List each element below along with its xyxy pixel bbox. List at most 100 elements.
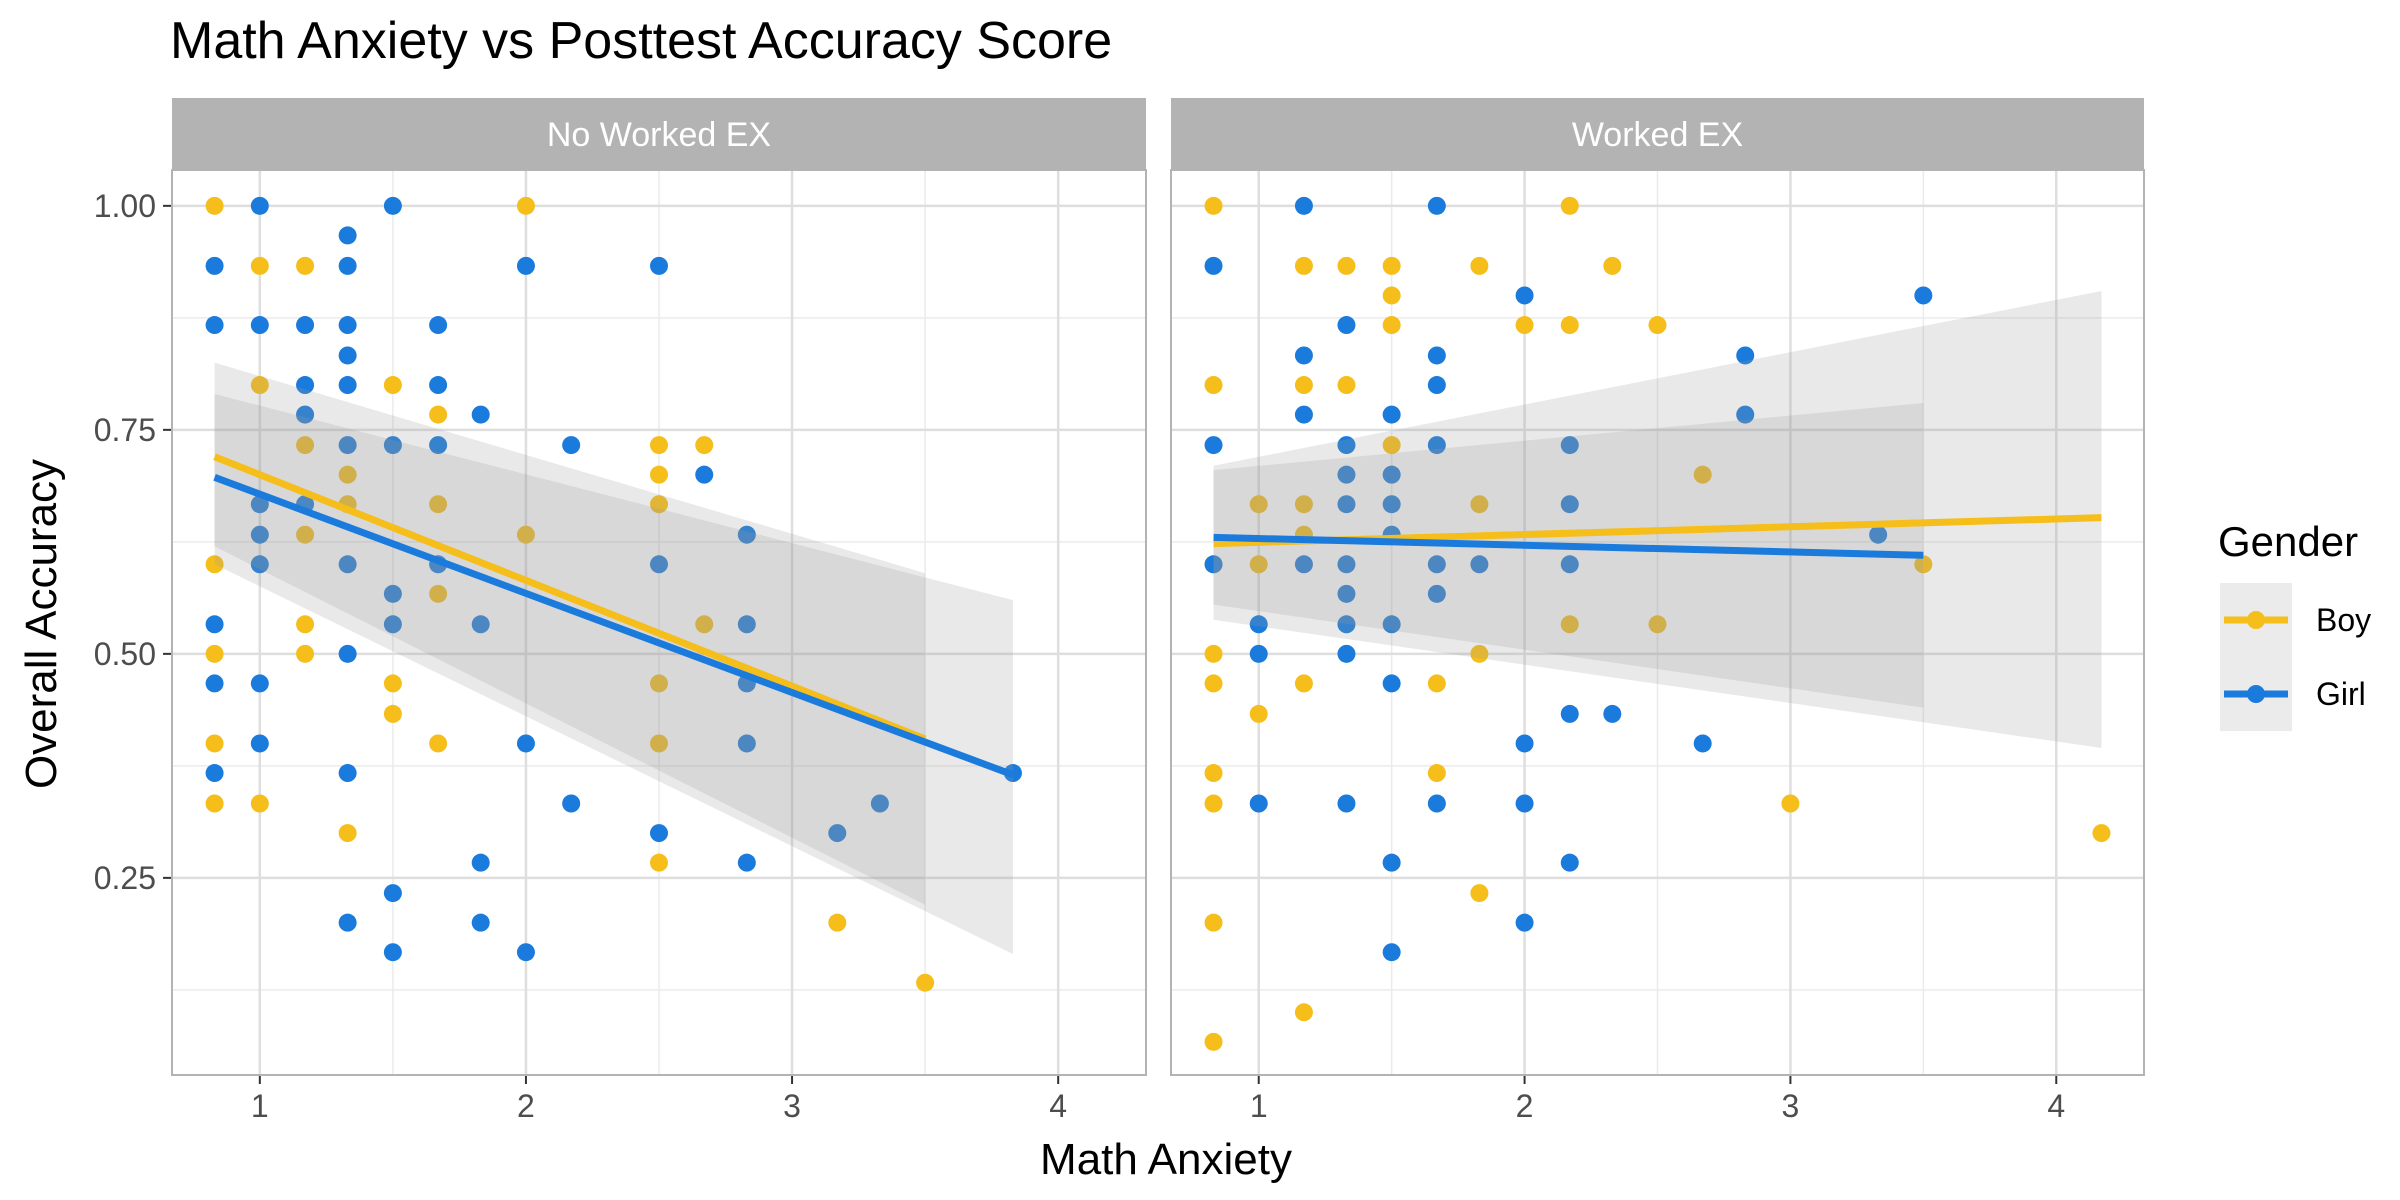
data-point <box>1294 674 1313 693</box>
data-point <box>250 555 269 574</box>
x-tick-label: 1 <box>251 1088 269 1124</box>
data-point <box>338 316 357 335</box>
data-point <box>1249 555 1268 574</box>
data-point <box>429 436 448 455</box>
data-point <box>562 436 581 455</box>
data-point <box>1294 256 1313 275</box>
data-point <box>1294 346 1313 365</box>
data-point <box>1382 465 1401 484</box>
data-point <box>471 913 490 932</box>
data-point <box>1204 794 1223 813</box>
confidence-band-boy <box>214 362 926 905</box>
data-point <box>650 674 668 693</box>
data-point <box>205 674 224 693</box>
panel-border <box>171 169 1147 1076</box>
data-point <box>1249 644 1268 663</box>
data-point <box>650 256 668 275</box>
data-point <box>1337 495 1356 514</box>
data-point <box>1294 1003 1313 1022</box>
data-point <box>383 196 402 215</box>
data-point <box>650 853 668 872</box>
data-point <box>1204 644 1223 663</box>
data-point <box>1603 256 1622 275</box>
data-point <box>1204 436 1223 455</box>
confidence-band-girl <box>214 394 1013 955</box>
y-tick-label: 0.25 <box>94 860 156 896</box>
data-point <box>429 734 448 753</box>
legend: Gender Boy Girl <box>2218 518 2371 731</box>
data-point <box>1648 615 1667 634</box>
data-point <box>383 674 402 693</box>
data-point <box>338 436 357 455</box>
data-point <box>1515 734 1534 753</box>
data-point <box>1294 376 1313 395</box>
data-point <box>1781 794 1800 813</box>
data-point <box>1515 913 1534 932</box>
data-point <box>695 465 714 484</box>
data-point <box>205 196 224 215</box>
data-point <box>1603 704 1622 723</box>
data-point <box>1427 436 1446 455</box>
data-point <box>1249 615 1268 634</box>
data-point <box>1470 555 1489 574</box>
data-point <box>1914 286 1933 305</box>
data-point <box>1294 555 1313 574</box>
data-point <box>828 913 847 932</box>
y-tick-label: 0.50 <box>94 636 156 672</box>
data-point <box>1560 555 1579 574</box>
data-point <box>1337 316 1356 335</box>
data-point <box>383 704 402 723</box>
data-point <box>205 764 224 783</box>
data-point <box>383 376 402 395</box>
data-point <box>1470 256 1489 275</box>
data-point <box>1560 853 1579 872</box>
data-point <box>1337 615 1356 634</box>
data-point <box>296 436 315 455</box>
data-point <box>1736 405 1755 424</box>
legend-label: Boy <box>2316 602 2371 638</box>
data-point <box>1204 555 1223 574</box>
data-point <box>1204 376 1223 395</box>
data-point <box>1382 286 1401 305</box>
data-point <box>205 794 224 813</box>
x-tick-label: 2 <box>1516 1088 1534 1124</box>
data-point <box>205 316 224 335</box>
data-point <box>250 196 269 215</box>
data-point <box>1427 764 1446 783</box>
data-point <box>250 734 269 753</box>
data-point <box>338 346 357 365</box>
data-point <box>1294 405 1313 424</box>
data-point <box>250 316 269 335</box>
data-point <box>338 555 357 574</box>
data-point <box>1515 316 1534 335</box>
facet-strip <box>1171 98 2144 170</box>
facet-label: Worked EX <box>1572 116 1743 154</box>
chart-title: Math Anxiety vs Posttest Accuracy Score <box>170 12 1112 70</box>
data-point <box>429 376 448 395</box>
panel-1: Worked EX 1 2 3 4 <box>1170 98 2145 1124</box>
series-points-girl <box>1204 196 1933 962</box>
legend-item-girl: Girl <box>2220 657 2366 731</box>
data-point <box>650 824 668 843</box>
data-point <box>383 943 402 962</box>
data-point <box>429 495 448 514</box>
data-point <box>695 436 714 455</box>
data-point <box>1427 555 1446 574</box>
data-point <box>1736 346 1755 365</box>
data-point <box>250 674 269 693</box>
data-point <box>1560 316 1579 335</box>
data-point <box>471 405 490 424</box>
data-point <box>383 884 402 903</box>
data-point <box>296 376 315 395</box>
data-point <box>338 644 357 663</box>
series-points-boy <box>1204 196 2111 1051</box>
data-point <box>1382 405 1401 424</box>
data-point <box>1470 495 1489 514</box>
panel-0: No Worked EX 1 2 3 4 0.25 0.50 0.75 1.00 <box>94 98 1147 1124</box>
data-point <box>1869 525 1888 544</box>
data-point <box>1382 674 1401 693</box>
x-tick-label: 4 <box>1049 1088 1067 1124</box>
data-point <box>516 734 535 753</box>
data-point <box>1382 436 1401 455</box>
data-point <box>1914 555 1933 574</box>
